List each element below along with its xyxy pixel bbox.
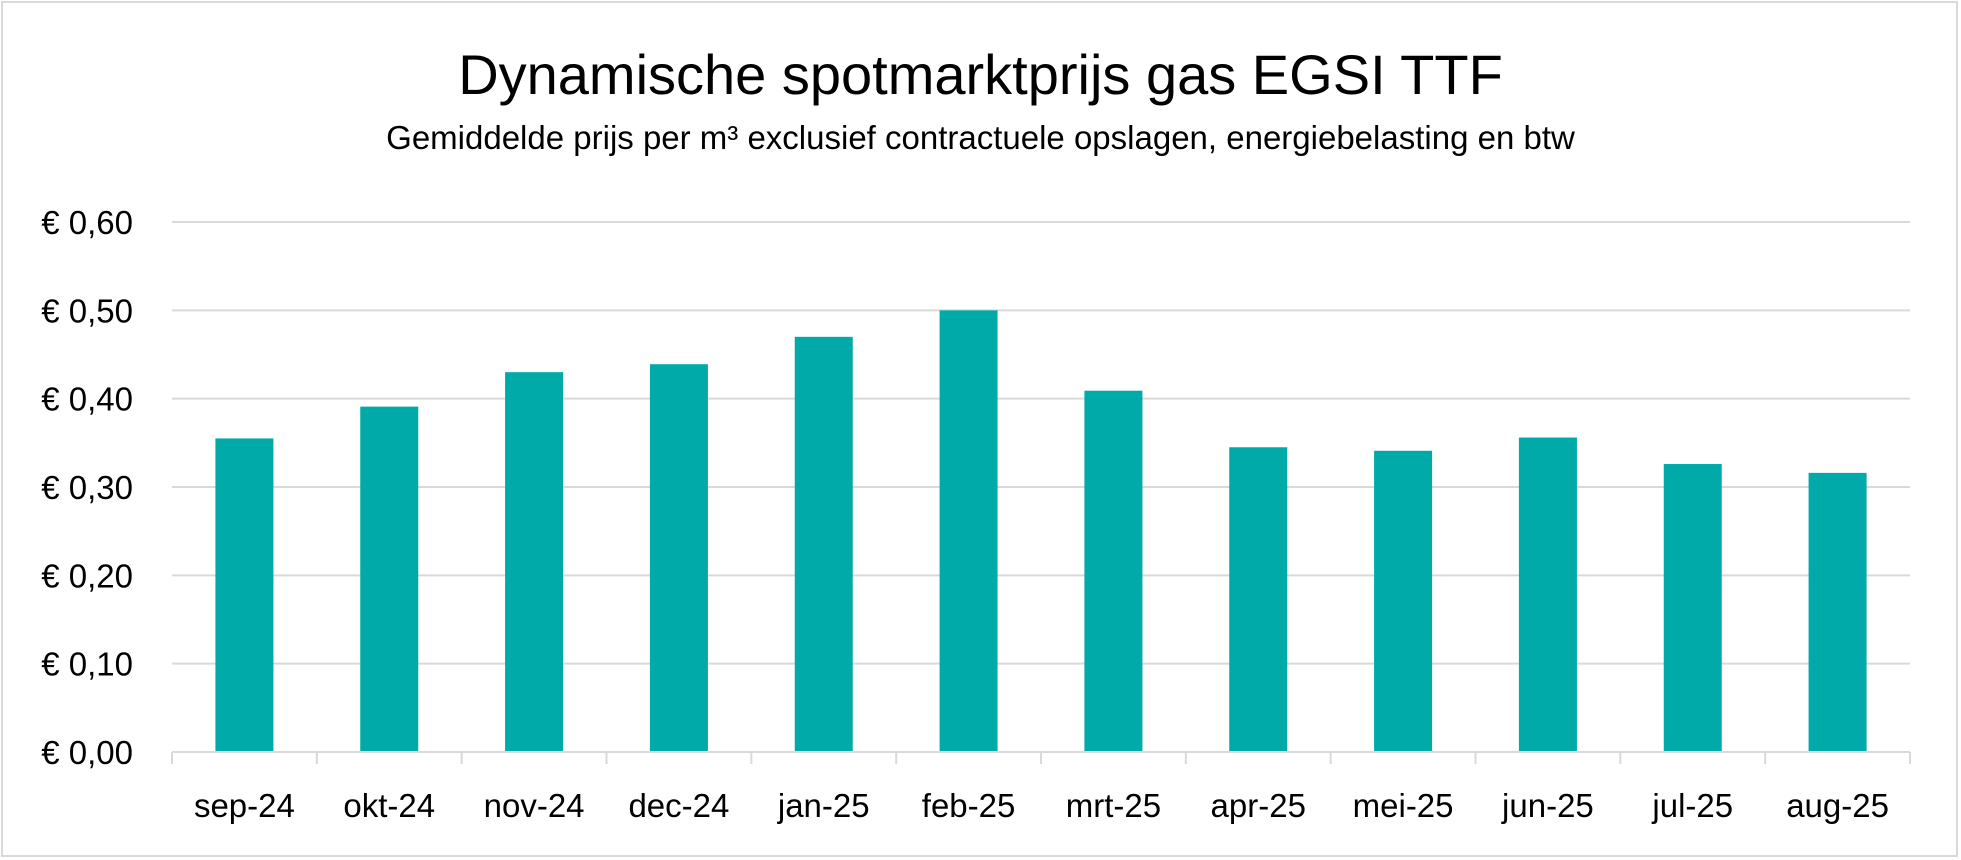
y-tick-label: € 0,40: [41, 381, 133, 418]
bar-feb-25: [939, 310, 998, 752]
bar-jun-25: [1518, 437, 1577, 752]
bar-aug-25: [1808, 472, 1867, 752]
bar-dec-24: [649, 364, 708, 752]
x-tick-label: dec-24: [628, 787, 729, 824]
x-axis-tick-labels: sep-24 okt-24 nov-24 dec-24 jan-25 feb-25 mrt-…: [194, 787, 1889, 824]
x-tick-label: sep-24: [194, 787, 295, 824]
bar-mei-25: [1374, 450, 1433, 752]
x-tick-label: mrt-25: [1066, 787, 1161, 824]
y-tick-label: € 0,60: [41, 204, 133, 241]
bar-nov-24: [505, 372, 564, 752]
bar-mrt-25: [1084, 390, 1143, 752]
x-tick-label: okt-24: [343, 787, 435, 824]
y-tick-label: € 0,10: [41, 646, 133, 683]
bar-jan-25: [794, 336, 853, 752]
x-tick-label: apr-25: [1211, 787, 1306, 824]
x-axis: [171, 751, 1911, 764]
x-tick-label: aug-25: [1786, 787, 1889, 824]
x-tick-label: jul-25: [1651, 787, 1733, 824]
bar-sep-24: [215, 438, 274, 752]
y-tick-label: € 0,00: [41, 734, 133, 771]
bar-jul-25: [1663, 464, 1722, 752]
bar-apr-25: [1229, 447, 1288, 752]
gridlines: [172, 221, 1910, 665]
y-tick-label: € 0,20: [41, 557, 133, 594]
chart-title: Dynamische spotmarktprijs gas EGSI TTF: [458, 43, 1503, 106]
y-tick-label: € 0,50: [41, 292, 133, 329]
y-axis-tick-labels: € 0,00 € 0,10 € 0,20 € 0,30 € 0,40 € 0,50 € 0,…: [41, 204, 133, 771]
x-tick-label: mei-25: [1353, 787, 1454, 824]
bar-okt-24: [360, 406, 419, 752]
x-tick-label: jan-25: [777, 787, 870, 824]
chart-subtitle: Gemiddelde prijs per m³ exclusief contra…: [386, 119, 1575, 156]
x-tick-label: feb-25: [922, 787, 1016, 824]
x-tick-label: jun-25: [1501, 787, 1594, 824]
x-tick-label: nov-24: [484, 787, 585, 824]
y-tick-label: € 0,30: [41, 469, 133, 506]
bars: [215, 310, 1867, 752]
